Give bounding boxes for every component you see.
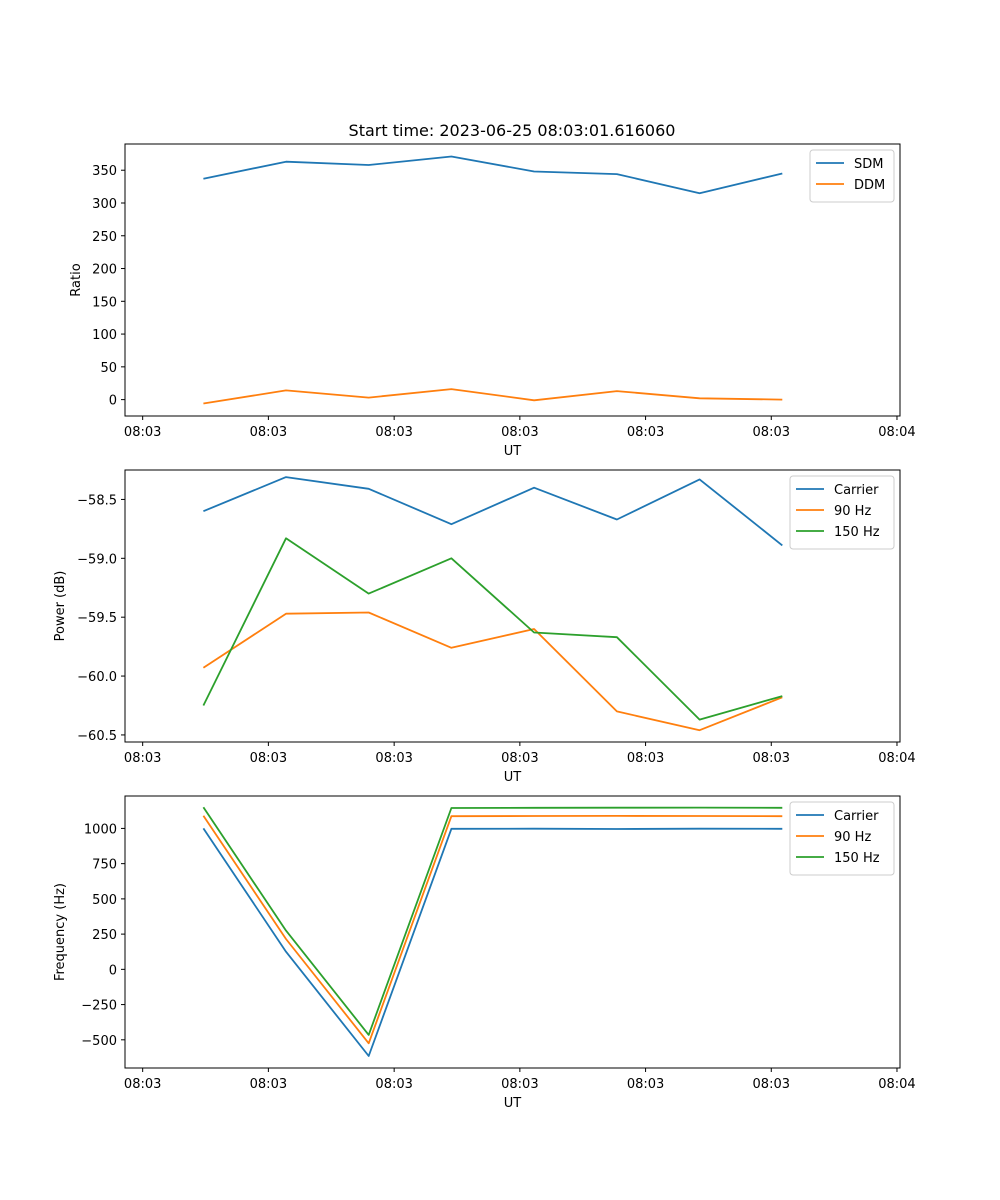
x-tick-label: 08:03 <box>627 425 664 440</box>
y-tick-label: −60.5 <box>77 729 117 744</box>
y-tick-label: 500 <box>92 893 117 908</box>
panel-3: 08:03 08:03 08:03 08:03 08:03 08:03 08:04 1000 7… <box>53 795 916 1111</box>
x-tick-label: 08:03 <box>124 1077 161 1092</box>
axes-frame <box>124 469 901 743</box>
series-line-90-hz <box>202 611 783 732</box>
x-tick-label: 08:03 <box>250 751 287 766</box>
series-line-carrier <box>202 827 783 1057</box>
figure-title: Start time: 2023-06-25 08:03:01.616060 <box>349 121 676 140</box>
x-axis-label: UT <box>504 444 522 459</box>
y-tick-label: 250 <box>92 230 117 245</box>
y-tick-label: 750 <box>92 858 117 873</box>
legend: Carrier 90 Hz 150 Hz <box>789 801 895 876</box>
y-tick-label: 100 <box>92 328 117 343</box>
legend-label: 90 Hz <box>834 504 871 519</box>
x-tick-label: 08:03 <box>627 1077 664 1092</box>
legend-label: DDM <box>854 178 885 193</box>
x-tick-label: 08:03 <box>375 425 412 440</box>
panel-2: 08:03 08:03 08:03 08:03 08:03 08:03 08:04 −58.5… <box>53 469 916 785</box>
x-tick-label: 08:04 <box>878 1077 915 1092</box>
y-tick-label: −58.5 <box>77 493 117 508</box>
series-line-carrier <box>203 476 783 547</box>
y-tick-label: 200 <box>92 263 117 278</box>
axes-frame <box>124 143 901 417</box>
x-tick-label: 08:03 <box>753 425 790 440</box>
legend-label: SDM <box>854 157 883 172</box>
y-axis-label: Power (dB) <box>53 571 68 642</box>
x-tick-label: 08:04 <box>878 751 915 766</box>
y-tick-label: −60.0 <box>77 670 117 685</box>
x-tick-label: 08:03 <box>124 425 161 440</box>
y-tick-label: −59.0 <box>77 552 117 567</box>
panels-group: 08:03 08:03 08:03 08:03 08:03 08:03 08:04 0 50 10… <box>53 143 916 1111</box>
x-tick-label: 08:03 <box>250 425 287 440</box>
y-tick-label: 150 <box>92 295 117 310</box>
legend-label: 150 Hz <box>834 851 880 866</box>
y-axis-label: Frequency (Hz) <box>53 883 68 981</box>
legend: SDM DDM <box>809 149 895 203</box>
legend-label: Carrier <box>834 809 879 824</box>
series-line-150-hz <box>202 537 783 721</box>
y-axis-label: Ratio <box>69 263 84 296</box>
series-line-150-hz <box>202 806 783 1036</box>
x-tick-label: 08:03 <box>501 425 538 440</box>
x-tick-label: 08:03 <box>375 751 412 766</box>
x-tick-label: 08:03 <box>501 1077 538 1092</box>
y-tick-label: 0 <box>109 963 117 978</box>
x-tick-label: 08:03 <box>375 1077 412 1092</box>
x-tick-label: 08:03 <box>250 1077 287 1092</box>
y-tick-label: 1000 <box>84 822 117 837</box>
y-tick-label: 50 <box>100 361 117 376</box>
x-tick-label: 08:03 <box>627 751 664 766</box>
x-tick-label: 08:04 <box>878 425 915 440</box>
y-tick-label: 350 <box>92 164 117 179</box>
legend-label: 150 Hz <box>834 525 880 540</box>
legend-label: 90 Hz <box>834 830 871 845</box>
y-tick-label: 0 <box>109 394 117 409</box>
y-tick-label: −500 <box>81 1034 117 1049</box>
y-tick-label: 250 <box>92 928 117 943</box>
panel-1: 08:03 08:03 08:03 08:03 08:03 08:03 08:04 0 50 10… <box>69 143 916 459</box>
x-axis-label: UT <box>504 770 522 785</box>
x-axis-label: UT <box>504 1096 522 1111</box>
legend: Carrier 90 Hz 150 Hz <box>789 475 895 550</box>
series-line-sdm <box>203 155 783 195</box>
series-line-90-hz <box>202 815 783 1045</box>
series-line-ddm <box>203 388 783 405</box>
x-tick-label: 08:03 <box>124 751 161 766</box>
legend-label: Carrier <box>834 483 879 498</box>
axes-frame <box>124 795 901 1069</box>
y-tick-label: −59.5 <box>77 611 117 626</box>
x-tick-label: 08:03 <box>501 751 538 766</box>
y-tick-label: −250 <box>81 999 117 1014</box>
x-tick-label: 08:03 <box>753 1077 790 1092</box>
x-tick-label: 08:03 <box>753 751 790 766</box>
y-tick-label: 300 <box>92 197 117 212</box>
